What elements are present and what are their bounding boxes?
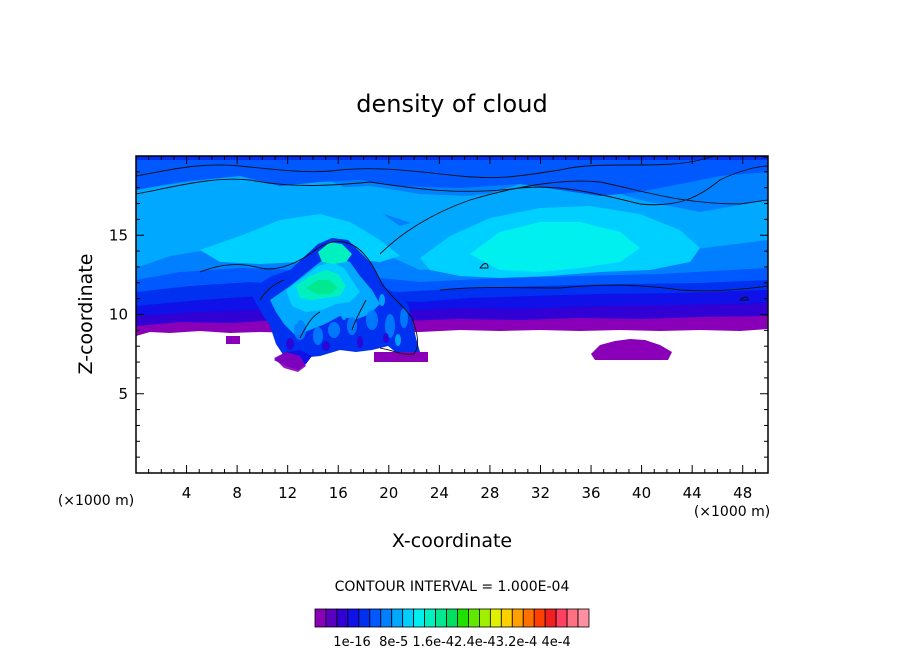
colorbar-swatch <box>336 608 349 628</box>
x-tick-label: 20 <box>379 484 398 502</box>
y-tick-label: 5 <box>118 385 128 403</box>
colorbar-swatch <box>358 608 371 628</box>
colorbar-swatch <box>402 608 415 628</box>
x-tick-label: 44 <box>683 484 702 502</box>
x-tick-label: 8 <box>232 484 242 502</box>
colorbar-swatch <box>555 608 568 628</box>
colorbar-swatch <box>544 608 557 628</box>
colorbar-swatch <box>533 608 546 628</box>
colorbar-swatch <box>325 608 338 628</box>
x-tick-label: 28 <box>480 484 499 502</box>
colorbar <box>314 608 590 628</box>
colorbar-swatch <box>446 608 458 628</box>
colorbar-tick-labels: 1e-16 8e-5 1.6e-42.4e-43.2e-4 4e-4 <box>333 635 570 650</box>
chart-title: density of cloud <box>356 90 547 118</box>
colorbar-swatch <box>511 608 524 628</box>
colorbar-swatch <box>380 608 393 628</box>
colorbar-swatch <box>347 608 360 628</box>
x-tick-label: 36 <box>581 484 600 502</box>
x-tick-label: 48 <box>733 484 752 502</box>
x-tick-label: 24 <box>430 484 449 502</box>
colorbar-swatch <box>522 608 535 628</box>
y-axis: 5 10 15 <box>109 171 768 458</box>
x-axis: 4 8 12 16 20 24 28 32 36 40 44 48 <box>148 156 756 502</box>
y-tick-label: 10 <box>109 306 128 324</box>
plot-area <box>136 156 768 473</box>
colorbar-swatch <box>500 608 513 628</box>
colorbar-swatch <box>435 608 447 628</box>
colorbar-swatch <box>413 608 426 628</box>
contour-lines <box>136 156 768 355</box>
colorbar-swatch <box>457 608 469 628</box>
colorbar-swatch <box>424 608 436 628</box>
y-axis-label: Z-coordinate <box>75 254 97 375</box>
contour-interval-label: CONTOUR INTERVAL = 1.000E-04 <box>335 579 570 595</box>
x-tick-label: 40 <box>632 484 651 502</box>
colorbar-swatch <box>314 608 327 628</box>
colorbar-swatch <box>468 608 480 628</box>
y-tick-label: 15 <box>109 226 128 244</box>
x-tick-label: 4 <box>182 484 192 502</box>
colorbar-swatch <box>391 608 404 628</box>
colorbar-swatch <box>566 608 579 628</box>
colorbar-swatch <box>577 608 590 628</box>
x-tick-label: 12 <box>278 484 297 502</box>
x-axis-unit-label: (×1000 m) <box>694 504 770 520</box>
x-axis-label: X-coordinate <box>392 530 512 552</box>
colorbar-swatch <box>489 608 502 628</box>
colorbar-swatch <box>369 608 382 628</box>
cloud-isolated-patch <box>591 339 672 360</box>
y-axis-unit-label: (×1000 m) <box>58 493 134 509</box>
colorbar-swatch <box>478 608 491 628</box>
x-tick-label: 32 <box>531 484 550 502</box>
x-tick-label: 16 <box>329 484 348 502</box>
